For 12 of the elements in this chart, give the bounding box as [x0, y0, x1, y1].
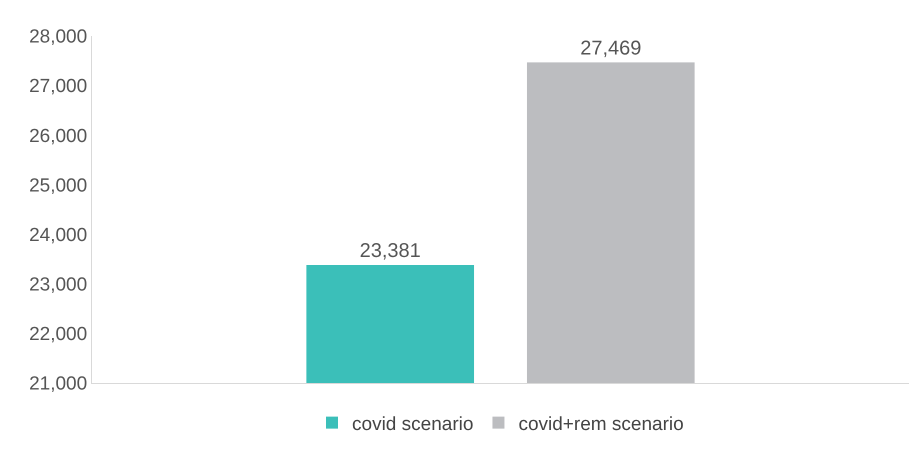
y-tick-label: 23,000 — [29, 274, 88, 296]
y-tick-label: 22,000 — [29, 324, 88, 346]
data-label: 27,469 — [580, 37, 642, 60]
y-tick-label: 24,000 — [29, 224, 88, 246]
y-tick-label: 25,000 — [29, 175, 88, 196]
y-tick-label: 21,000 — [29, 374, 88, 395]
y-tick-label: 27,000 — [29, 76, 88, 98]
legend-label: covid+rem scenario — [518, 414, 684, 436]
y-tick-label: 28,000 — [29, 26, 88, 48]
legend-label: covid scenario — [352, 414, 474, 436]
y-tick-label: 26,000 — [29, 126, 88, 147]
data-label: 23,381 — [360, 240, 421, 262]
